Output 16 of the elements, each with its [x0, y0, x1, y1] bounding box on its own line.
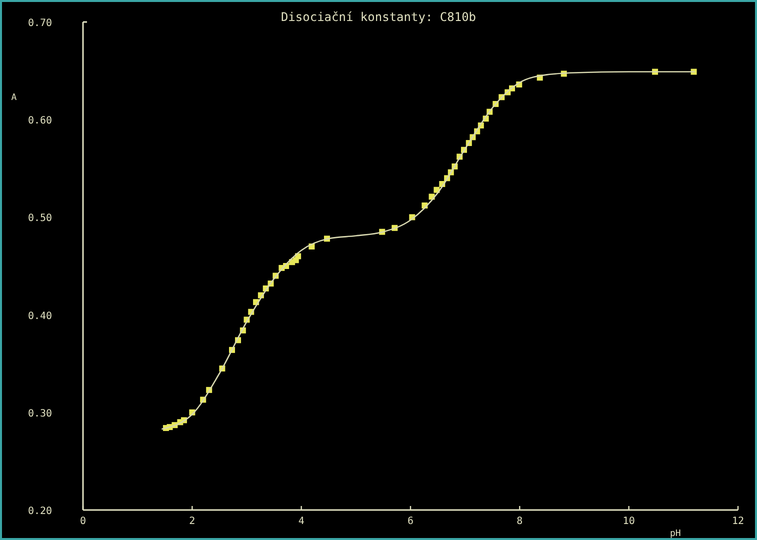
x-tick-label: 10: [622, 516, 635, 527]
x-tick-label: 6: [407, 516, 414, 527]
y-tick-label: 0.60: [28, 116, 52, 127]
x-tick-label: 0: [80, 516, 86, 527]
y-tick-label: 0.20: [28, 506, 52, 517]
y-axis-title: A: [11, 93, 18, 103]
x-tick-label: 12: [732, 516, 744, 527]
y-tick-label: 0.70: [28, 18, 52, 29]
y-tick-label: 0.50: [28, 213, 52, 224]
x-axis-title: pH: [670, 529, 681, 539]
x-tick-label: 2: [189, 516, 196, 527]
x-tick-label: 8: [516, 516, 523, 527]
chart-title: Disociační konstanty: C810b: [280, 10, 476, 24]
y-tick-label: 0.30: [28, 408, 52, 420]
y-tick-label: 0.40: [28, 310, 52, 322]
x-tick-label: 4: [298, 516, 304, 527]
